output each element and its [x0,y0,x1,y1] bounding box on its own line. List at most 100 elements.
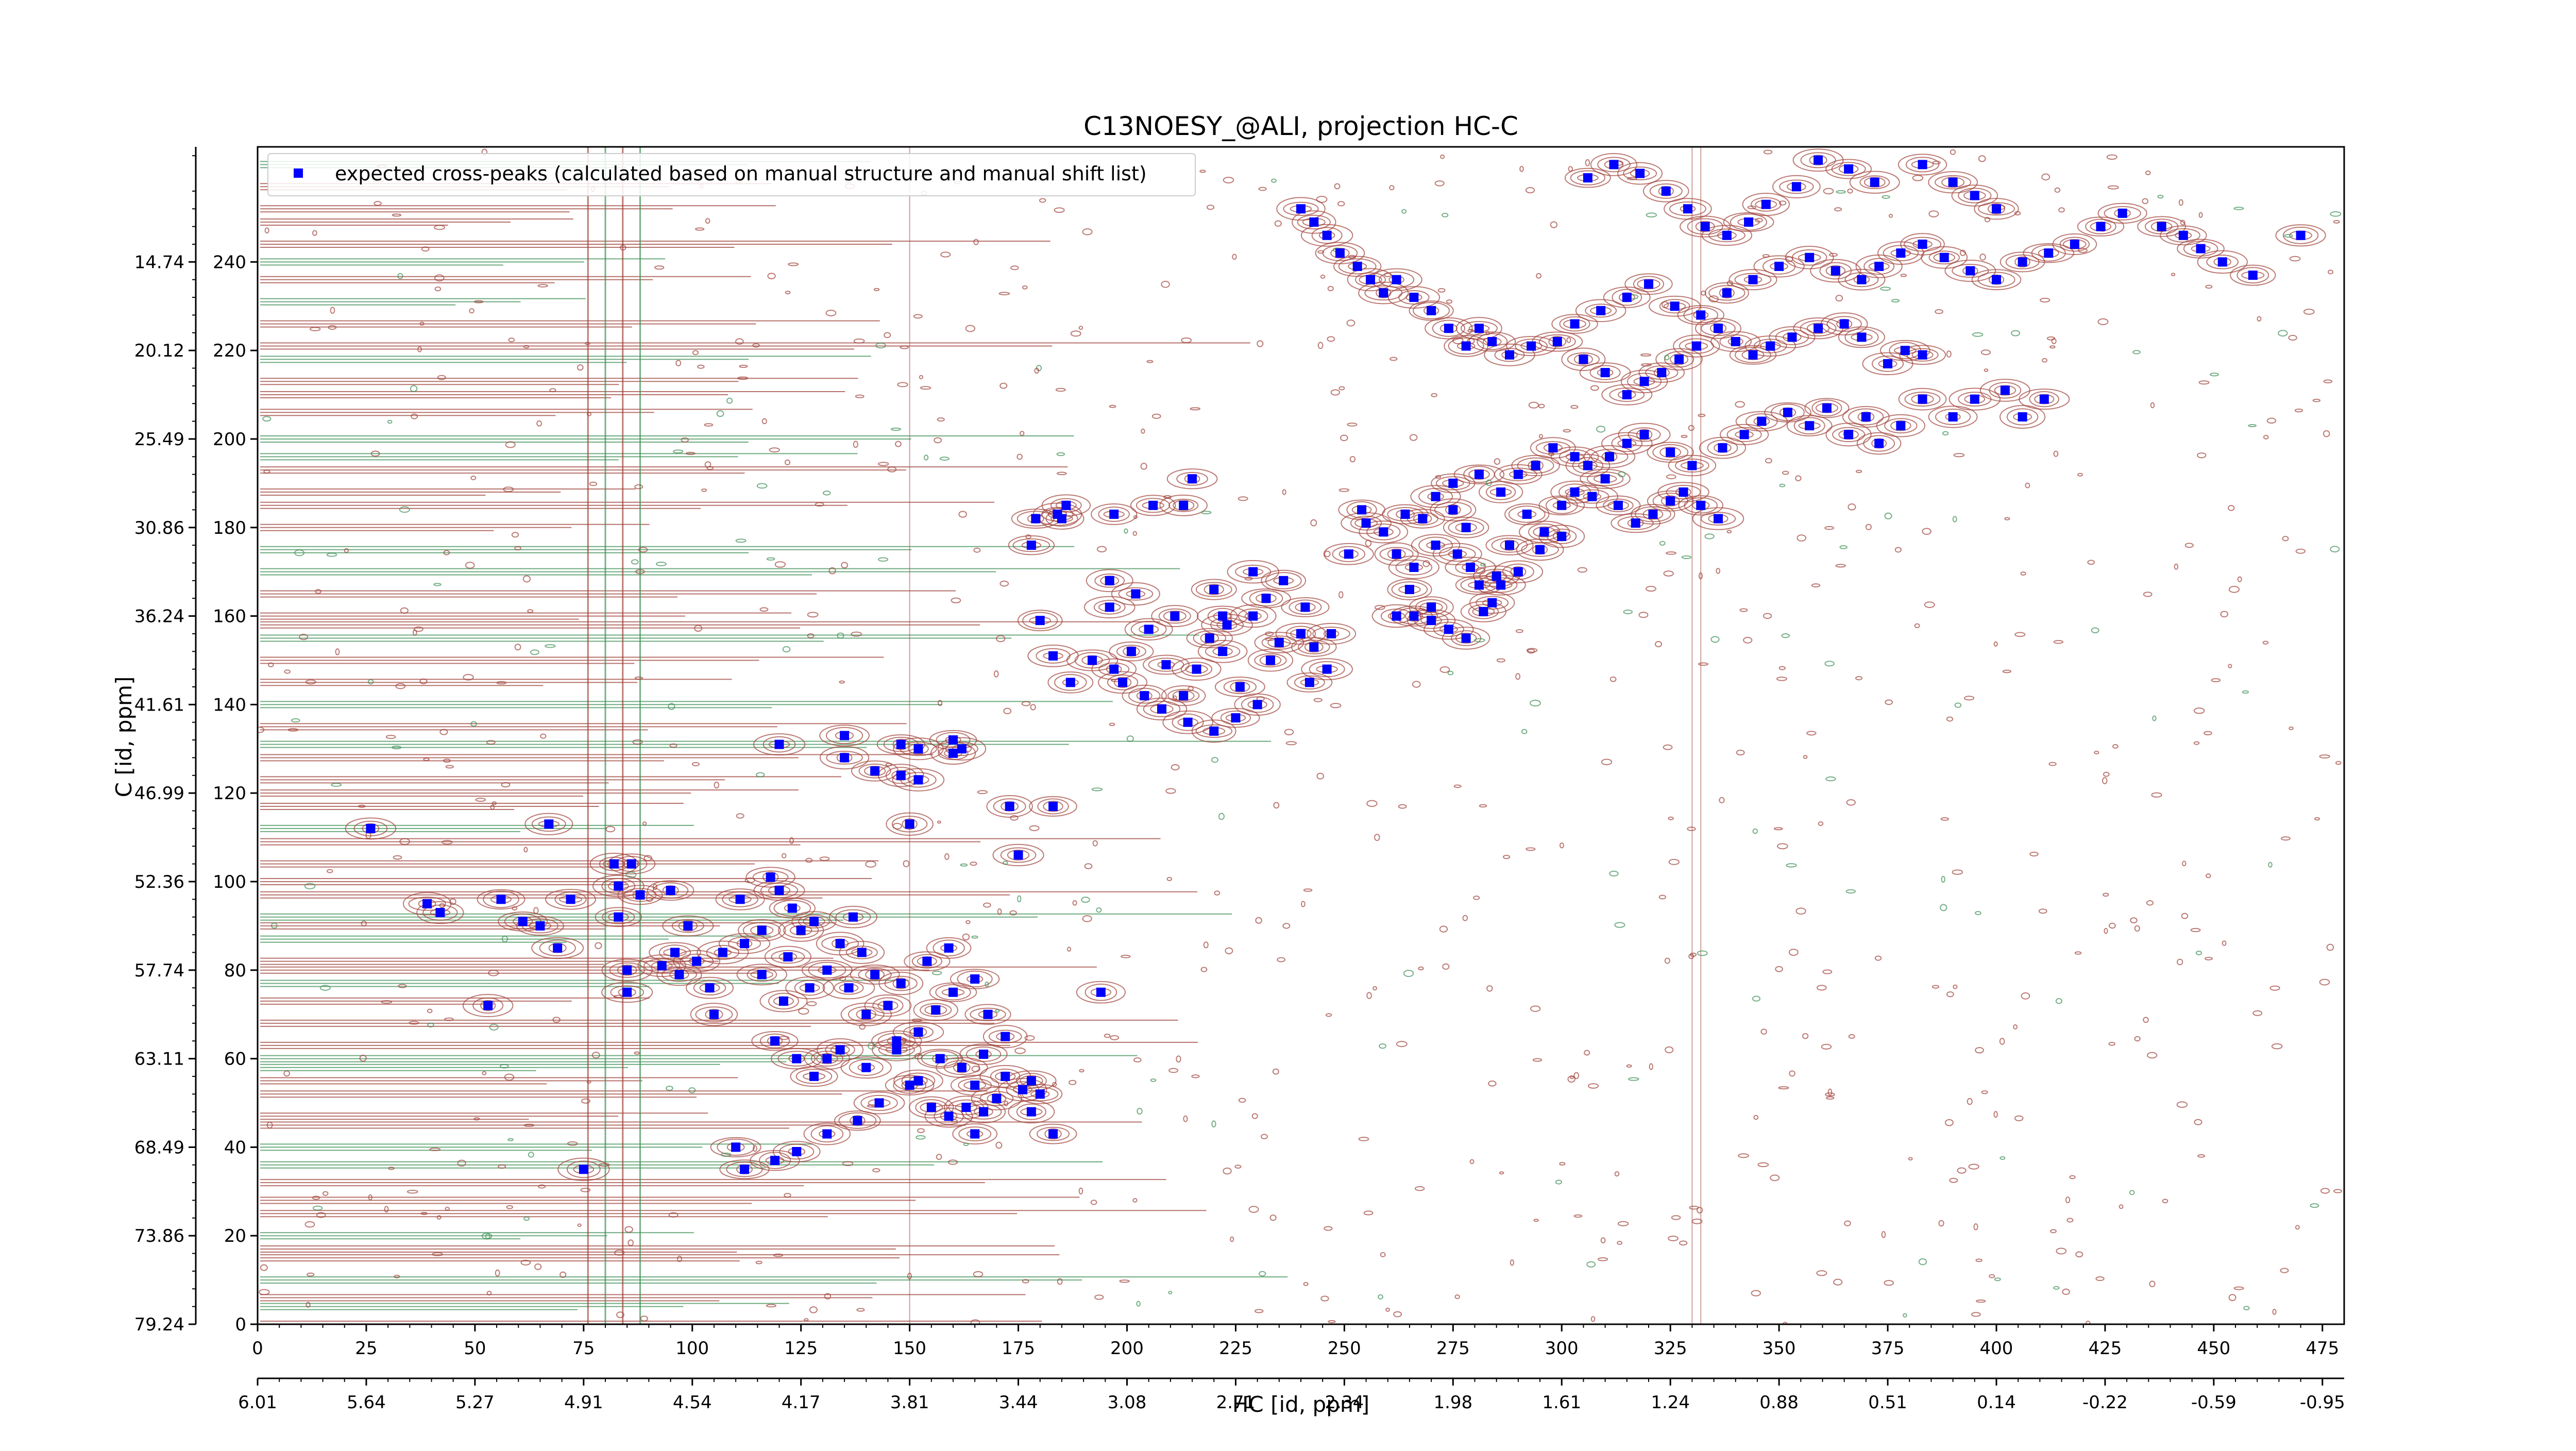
expected-cross-peak [905,1081,914,1090]
contour-blob [760,883,799,899]
expected-cross-peak [1622,438,1632,448]
expected-cross-peak [1448,478,1458,488]
contour-blob [1076,981,1126,1004]
noise-contour [1752,828,1758,834]
contour-blob [1583,445,1636,468]
noise-contour [1347,423,1358,427]
noise-contour [640,1315,648,1322]
contour-blob [1655,348,1703,370]
expected-cross-peak [796,925,806,935]
noise-contour [1316,772,1325,780]
contour-blob [1579,362,1631,383]
noise-contour [872,1168,880,1173]
contour-blob [892,1021,944,1043]
contour-blob [1043,801,1063,812]
noise-contour [937,417,945,422]
expected-cross-peak [1105,576,1114,585]
noise-contour [1609,870,1619,876]
contour-blob [1387,579,1432,600]
contour-blob [1382,504,1429,525]
noise-contour [1274,220,1282,227]
noise-contour [2075,1251,2083,1258]
contour-blob [1538,525,1585,548]
expected-cross-peak [1431,541,1440,550]
noise-contour [1365,539,1372,547]
noise-contour [522,575,531,583]
x-ppm-tick-label: 0.14 [1977,1392,2016,1413]
y-tick-label: 220 [213,341,246,361]
noise-contour [1337,201,1345,207]
noise-contour [1171,764,1180,771]
y-tick-label: 240 [213,252,246,273]
contour-blob [1859,175,1890,190]
expected-cross-peak [1718,443,1727,453]
noise-contour [1626,1064,1632,1068]
expected-cross-peak [774,886,784,896]
contour-blob [850,1115,866,1126]
noise-contour [512,906,518,910]
noise-contour [2053,639,2064,644]
noise-contour [2095,1276,2105,1281]
noise-contour [642,821,647,826]
noise-contour [1057,1278,1063,1285]
contour-blob [1037,1126,1070,1141]
contour-blob [1726,427,1762,442]
expected-cross-peak [422,899,432,908]
noise-contour [1836,190,1846,194]
noise-contour [669,743,677,748]
contour-blob [1657,482,1709,502]
contour-blob [1652,444,1689,461]
noise-contour [537,1184,546,1189]
noise-contour [316,1212,326,1218]
contour-blob [834,1110,881,1131]
noise-contour [1658,895,1667,900]
noise-contour [1697,1207,1703,1214]
noise-contour [260,1264,268,1271]
noise-contour [1132,1198,1138,1203]
expected-cross-peak [861,1009,871,1019]
noise-contour [1614,922,1625,928]
expected-cross-peak [1609,160,1619,170]
contour-blob [1618,423,1671,447]
expected-cross-peak [2000,385,2010,395]
expected-cross-peak [1304,678,1314,687]
expected-cross-peak [979,1107,989,1117]
noise-contour [1666,474,1676,480]
contour-blob [1771,403,1805,421]
contour-blob [656,963,702,986]
noise-contour [2197,1154,2206,1158]
contour-blob [1708,285,1745,301]
noise-contour [1168,1068,1179,1073]
noise-contour [1999,1156,2006,1160]
noise-contour [1559,1162,1566,1166]
expected-cross-peak [705,983,715,993]
contour-blob [539,939,576,957]
noise-contour [1282,923,1291,929]
noise-contour [1914,623,1920,629]
noise-contour [2319,978,2330,986]
contour-blob [1254,632,1304,653]
noise-contour [2058,207,2065,213]
noise-contour [1316,196,1328,203]
contour-blob [1636,429,1653,441]
noise-contour [1396,1041,1408,1048]
noise-contour [744,877,755,884]
contour-blob [1261,569,1307,592]
noise-contour [1993,1111,1998,1118]
noise-contour [421,246,430,252]
noise-contour [938,700,943,706]
noise-contour [312,1205,323,1211]
contour-blob [2197,250,2248,274]
noise-contour [1785,256,1793,262]
expected-cross-peak [1496,580,1506,590]
noise-contour [752,343,760,348]
expected-cross-peak [1309,642,1319,652]
contour-blob [1346,501,1377,519]
noise-contour [305,679,316,685]
contour-blob [773,900,811,917]
contour-blob [1448,519,1484,535]
noise-contour [1277,957,1286,963]
expected-cross-peak [1918,239,1927,249]
noise-contour [1378,1294,1383,1300]
